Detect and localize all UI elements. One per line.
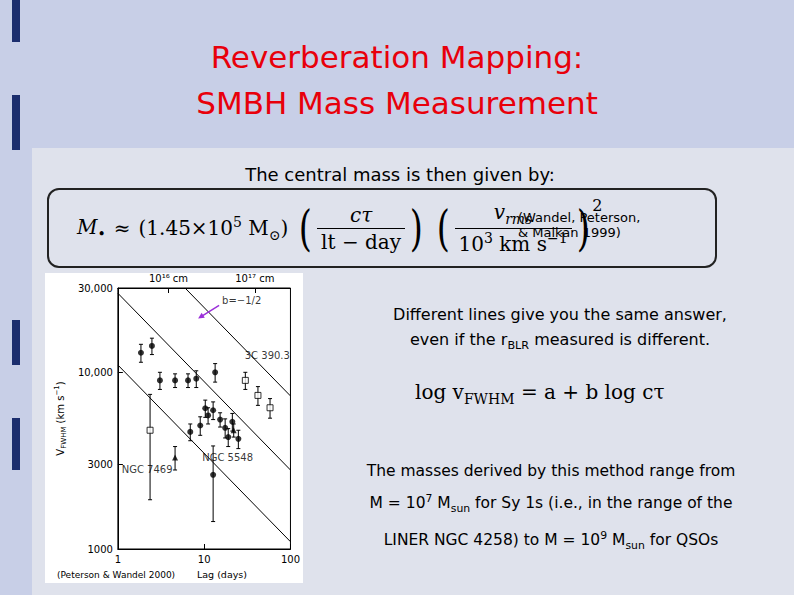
html-text:vrms: vrms bbox=[493, 200, 533, 228]
html-text:Reverberation Mapping:: Reverberation Mapping: bbox=[210, 39, 584, 75]
html-text:5M⊙): 5M⊙) bbox=[233, 213, 289, 243]
html-text:M = 10: M = 10 bbox=[369, 494, 426, 513]
svg-text:−1: −1 bbox=[53, 385, 61, 395]
html-text:& Malkan 1999): & Malkan 1999) bbox=[518, 225, 621, 240]
html-text:log vFWHM= a + b log cτ: log vFWHM= a + b log cτ bbox=[415, 380, 665, 407]
html-text:Different lines give you the s: Different lines give you the same answer… bbox=[393, 305, 727, 324]
svg-text:3C 390.3: 3C 390.3 bbox=[245, 350, 290, 361]
html-text:2: 2 bbox=[592, 196, 603, 215]
svg-text:30,000: 30,000 bbox=[78, 283, 113, 294]
svg-text:NGC 5548: NGC 5548 bbox=[202, 452, 253, 463]
html-text:9Msunfor QSOs: 9Msunfor QSOs bbox=[600, 529, 719, 553]
html-text:even if the rBLRmeasured is di: even if the rBLRmeasured is different. bbox=[409, 330, 711, 353]
html-text:3km s−1: 3km s−1 bbox=[484, 230, 568, 256]
html-text:cτ: cτ bbox=[349, 202, 373, 227]
svg-text:1000: 1000 bbox=[87, 544, 112, 555]
svg-text:3000: 3000 bbox=[87, 459, 112, 470]
html-text:LINER NGC 4258) to M = 10: LINER NGC 4258) to M = 10 bbox=[383, 531, 601, 550]
svg-text:10: 10 bbox=[198, 554, 211, 565]
svg-text:10¹⁶ cm: 10¹⁶ cm bbox=[149, 273, 188, 284]
html-text:(Wandel, Peterson,: (Wandel, Peterson, bbox=[518, 210, 641, 225]
svg-text:(Peterson & Wandel 2000): (Peterson & Wandel 2000) bbox=[57, 570, 175, 580]
svg-text:FWHM: FWHM bbox=[60, 427, 68, 449]
svg-text:10¹⁷ cm: 10¹⁷ cm bbox=[235, 273, 274, 284]
svg-text:Lag (days): Lag (days) bbox=[197, 569, 247, 580]
html-text:M• ≈ (1.45×10: M• ≈ (1.45×10 bbox=[77, 214, 234, 242]
svg-text:): ) bbox=[55, 381, 66, 385]
html-text:7Msunfor Sy 1s (i.e., in the r: 7Msunfor Sy 1s (i.e., in the range of th… bbox=[425, 492, 733, 516]
html-text:lt − day: lt − day bbox=[321, 229, 401, 254]
html-text:10: 10 bbox=[458, 231, 484, 256]
html-text:SMBH Mass Measurement: SMBH Mass Measurement bbox=[196, 85, 598, 121]
html-text:The central mass is then given: The central mass is then given by: bbox=[245, 164, 555, 185]
html-text:The masses derived by this met: The masses derived by this method range … bbox=[366, 462, 736, 480]
svg-text:b=−1/2: b=−1/2 bbox=[222, 295, 261, 306]
svg-text:V: V bbox=[54, 448, 66, 456]
svg-text:1: 1 bbox=[115, 554, 121, 565]
svg-text:10,000: 10,000 bbox=[78, 367, 113, 378]
svg-text:NGC 7469: NGC 7469 bbox=[122, 464, 173, 475]
svg-text:(km s: (km s bbox=[55, 396, 66, 427]
svg-text:100: 100 bbox=[281, 554, 300, 565]
